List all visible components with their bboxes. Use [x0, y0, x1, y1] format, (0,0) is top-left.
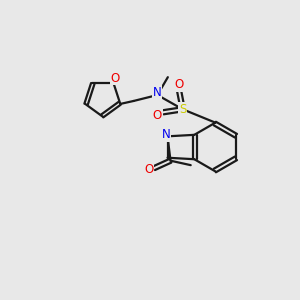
Text: O: O — [175, 78, 184, 92]
Text: S: S — [179, 103, 186, 116]
Text: N: N — [162, 128, 170, 141]
Text: N: N — [153, 85, 162, 98]
Text: O: O — [110, 72, 120, 85]
Text: O: O — [144, 163, 153, 176]
Text: O: O — [153, 109, 162, 122]
